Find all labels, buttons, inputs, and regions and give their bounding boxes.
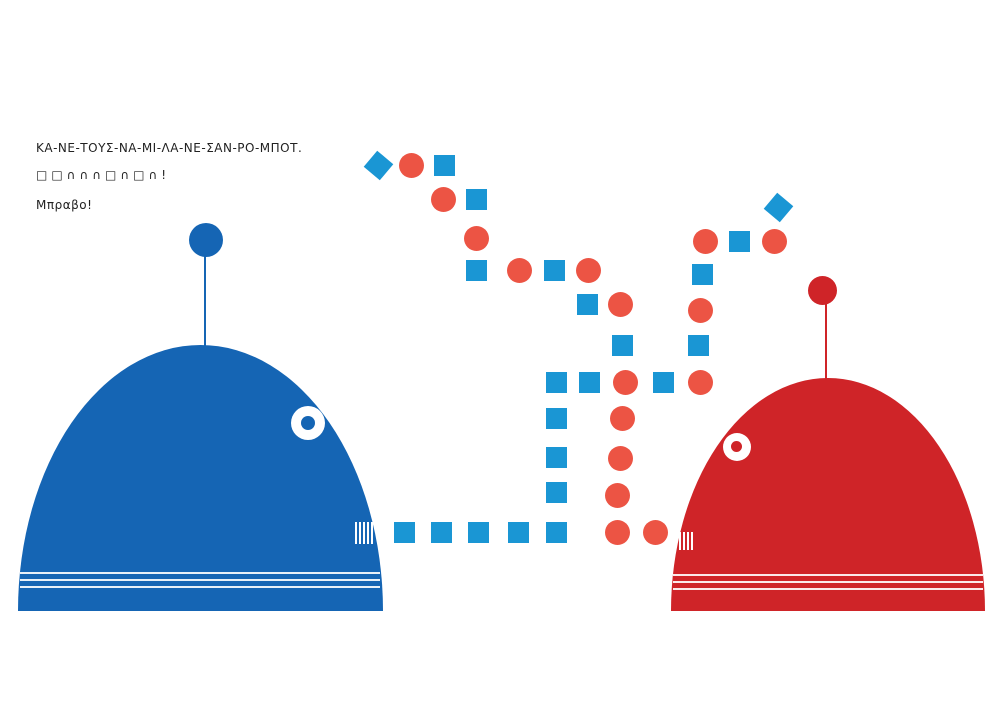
blue-square bbox=[729, 231, 750, 252]
blue-square bbox=[577, 294, 598, 315]
blue-square bbox=[546, 522, 567, 543]
red-antenna-ball bbox=[808, 276, 837, 305]
red-dot bbox=[576, 258, 601, 283]
blue-square bbox=[466, 260, 487, 281]
blue-square bbox=[508, 522, 529, 543]
blue-robot-pupil bbox=[301, 416, 315, 430]
red-dot bbox=[613, 370, 638, 395]
blue-stripe bbox=[20, 586, 380, 588]
red-dot bbox=[688, 298, 713, 323]
red-dot bbox=[643, 520, 668, 545]
blue-square bbox=[546, 408, 567, 429]
red-dot bbox=[464, 226, 489, 251]
blue-antenna-ball bbox=[189, 223, 223, 257]
blue-square bbox=[653, 372, 674, 393]
red-stripe bbox=[673, 588, 983, 590]
text-line-syllables: ΚΑ-ΝΕ-ΤΟΥΣ-ΝΑ-ΜΙ-ΛΑ-ΝΕ-ΣΑΝ-ΡΟ-ΜΠΟΤ. bbox=[36, 141, 303, 155]
red-robot-body bbox=[671, 378, 985, 611]
red-dot bbox=[610, 406, 635, 431]
red-dot bbox=[399, 153, 424, 178]
blue-square bbox=[466, 189, 487, 210]
red-robot-pupil bbox=[731, 441, 742, 452]
red-dot bbox=[762, 229, 787, 254]
red-dot bbox=[431, 187, 456, 212]
blue-square bbox=[394, 522, 415, 543]
blue-square bbox=[688, 335, 709, 356]
blue-antenna-stick bbox=[204, 250, 206, 350]
red-dot bbox=[605, 520, 630, 545]
blue-square bbox=[579, 372, 600, 393]
blue-square bbox=[612, 335, 633, 356]
red-stripe bbox=[673, 581, 983, 583]
blue-stripe bbox=[20, 579, 380, 581]
red-dot bbox=[688, 370, 713, 395]
blue-square bbox=[692, 264, 713, 285]
red-robot-mouth bbox=[679, 532, 693, 550]
red-dot bbox=[608, 446, 633, 471]
blue-square bbox=[546, 447, 567, 468]
blue-square bbox=[546, 372, 567, 393]
red-dot bbox=[507, 258, 532, 283]
blue-square bbox=[468, 522, 489, 543]
red-dot bbox=[605, 483, 630, 508]
red-antenna-stick bbox=[825, 300, 827, 380]
blue-robot-mouth bbox=[355, 522, 373, 544]
blue-square bbox=[431, 522, 452, 543]
text-line-bravo: Μπραβο! bbox=[36, 198, 93, 212]
red-stripe bbox=[673, 574, 983, 576]
blue-square bbox=[546, 482, 567, 503]
text-line-robot-code: □□∩∩∩□∩□∩! bbox=[36, 168, 171, 182]
blue-square bbox=[763, 192, 794, 223]
blue-stripe bbox=[20, 572, 380, 574]
blue-square bbox=[544, 260, 565, 281]
blue-square bbox=[363, 150, 394, 181]
red-dot bbox=[693, 229, 718, 254]
red-dot bbox=[608, 292, 633, 317]
blue-square bbox=[434, 155, 455, 176]
